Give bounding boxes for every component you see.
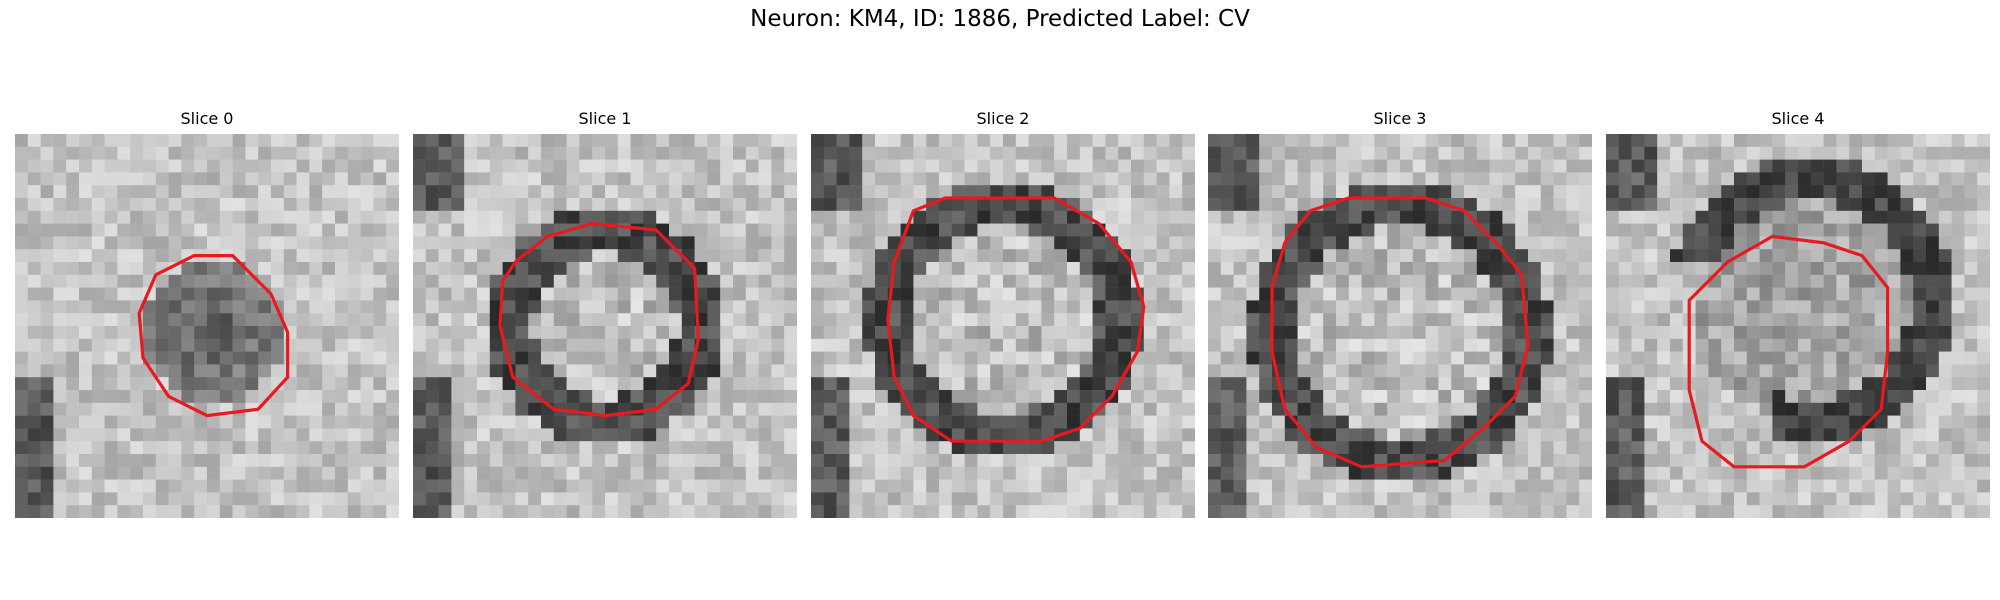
slice-title: Slice 0 <box>180 109 234 128</box>
roi-contour <box>1687 234 1890 469</box>
roi-contour <box>1270 196 1530 469</box>
figure-title: Neuron: KM4, ID: 1886, Predicted Label: … <box>750 6 1250 32</box>
slice-image <box>811 134 1195 518</box>
slice-panel-3: Slice 3 <box>1208 108 1592 518</box>
roi-contour <box>137 254 290 418</box>
slice-panel-4: Slice 4 <box>1606 108 1990 518</box>
slice-title: Slice 1 <box>578 109 632 128</box>
slice-image <box>15 134 399 518</box>
slice-title: Slice 2 <box>976 109 1030 128</box>
slice-panel-0: Slice 0 <box>15 108 399 518</box>
slice-panel-2: Slice 2 <box>811 108 1195 518</box>
slice-panel-1: Slice 1 <box>413 108 797 518</box>
roi-contour <box>498 221 701 418</box>
slice-title: Slice 4 <box>1771 109 1825 128</box>
slice-image <box>1606 134 1990 518</box>
slice-image <box>413 134 797 518</box>
slice-image <box>1208 134 1592 518</box>
slice-title: Slice 3 <box>1373 109 1427 128</box>
roi-contour <box>886 196 1146 443</box>
